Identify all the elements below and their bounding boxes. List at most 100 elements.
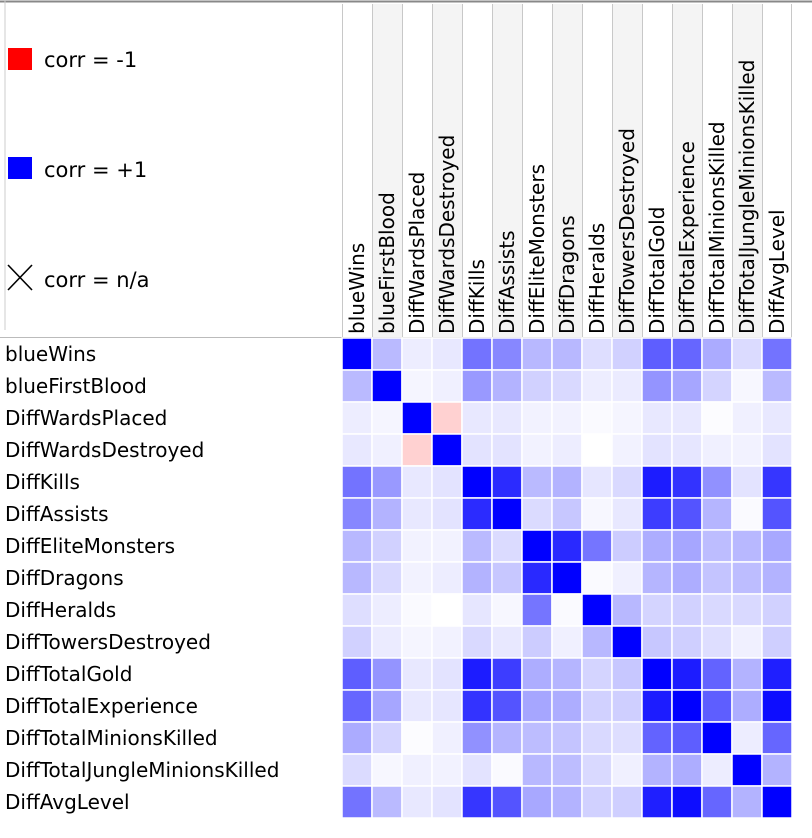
heatmap-cell-diff-total-minions-killed-x-diff-assists[interactable]: DiffTotalMinionsKilled / DiffAssists: 0.…: [491, 721, 523, 755]
heatmap-cell-blue-wins-x-blue-wins[interactable]: blueWins / blueWins: 1: [341, 337, 373, 371]
heatmap-cell-blue-wins-x-blue-first-blood[interactable]: blueWins / blueFirstBlood: 0.27: [371, 337, 403, 371]
heatmap-cell-diff-avg-level-x-blue-wins[interactable]: DiffAvgLevel / blueWins: 0.55: [341, 785, 373, 819]
heatmap-cell-blue-first-blood-x-diff-elite-monsters[interactable]: blueFirstBlood / DiffEliteMonsters: 0.18: [521, 369, 553, 403]
heatmap-cell-diff-wards-placed-x-diff-wards-destroyed[interactable]: DiffWardsPlaced / DiffWardsDestroyed: -0…: [431, 401, 463, 435]
heatmap-cell-diff-wards-placed-x-diff-total-gold[interactable]: DiffWardsPlaced / DiffTotalGold: 0.09: [641, 401, 673, 435]
heatmap-cell-blue-wins-x-diff-dragons[interactable]: blueWins / DiffDragons: 0.28: [551, 337, 583, 371]
heatmap-cell-diff-wards-destroyed-x-diff-heralds[interactable]: DiffWardsDestroyed / DiffHeralds: 0: [581, 433, 613, 467]
heatmap-cell-diff-kills-x-diff-total-experience[interactable]: DiffKills / DiffTotalExperience: 0.8: [671, 465, 703, 499]
heatmap-cell-diff-wards-destroyed-x-diff-total-gold[interactable]: DiffWardsDestroyed / DiffTotalGold: 0.11: [641, 433, 673, 467]
heatmap-cell-diff-kills-x-diff-total-minions-killed[interactable]: DiffKills / DiffTotalMinionsKilled: 0.43: [701, 465, 733, 499]
heatmap-cell-blue-wins-x-diff-kills[interactable]: blueWins / DiffKills: 0.55: [461, 337, 493, 371]
heatmap-cell-diff-elite-monsters-x-diff-avg-level[interactable]: DiffEliteMonsters / DiffAvgLevel: 0.34: [761, 529, 793, 563]
heatmap-cell-blue-first-blood-x-diff-total-gold[interactable]: blueFirstBlood / DiffTotalGold: 0.42: [641, 369, 673, 403]
heatmap-cell-diff-assists-x-diff-total-minions-killed[interactable]: DiffAssists / DiffTotalMinionsKilled: 0.…: [701, 497, 733, 531]
heatmap-cell-diff-wards-placed-x-diff-total-minions-killed[interactable]: DiffWardsPlaced / DiffTotalMinionsKilled…: [701, 401, 733, 435]
heatmap-cell-diff-assists-x-diff-towers-destroyed[interactable]: DiffAssists / DiffTowersDestroyed: 0.09: [611, 497, 643, 531]
heatmap-cell-diff-wards-destroyed-x-diff-elite-monsters[interactable]: DiffWardsDestroyed / DiffEliteMonsters: …: [521, 433, 553, 467]
heatmap-cell-diff-heralds-x-diff-total-experience[interactable]: DiffHeralds / DiffTotalExperience: 0.18: [671, 593, 703, 627]
heatmap-cell-diff-towers-destroyed-x-diff-elite-monsters[interactable]: DiffTowersDestroyed / DiffEliteMonsters:…: [521, 625, 553, 659]
heatmap-cell-diff-total-experience-x-diff-dragons[interactable]: DiffTotalExperience / DiffDragons: 0.32: [551, 689, 583, 723]
heatmap-cell-diff-assists-x-diff-avg-level[interactable]: DiffAssists / DiffAvgLevel: 0.67: [761, 497, 793, 531]
heatmap-cell-diff-wards-destroyed-x-diff-wards-placed[interactable]: DiffWardsDestroyed / DiffWardsPlaced: -0…: [401, 433, 433, 467]
heatmap-cell-diff-assists-x-blue-wins[interactable]: DiffAssists / blueWins: 0.47: [341, 497, 373, 531]
heatmap-cell-diff-heralds-x-diff-dragons[interactable]: DiffHeralds / DiffDragons: 0.02: [551, 593, 583, 627]
heatmap-cell-diff-assists-x-diff-total-experience[interactable]: DiffAssists / DiffTotalExperience: 0.67: [671, 497, 703, 531]
heatmap-cell-diff-total-jungle-minions-killed-x-diff-dragons[interactable]: DiffTotalJungleMinionsKilled / DiffDrago…: [551, 753, 583, 787]
heatmap-cell-diff-towers-destroyed-x-diff-total-gold[interactable]: DiffTowersDestroyed / DiffTotalGold: 0.2…: [641, 625, 673, 659]
heatmap-cell-diff-elite-monsters-x-blue-first-blood[interactable]: DiffEliteMonsters / blueFirstBlood: 0.18: [371, 529, 403, 563]
heatmap-cell-diff-kills-x-blue-wins[interactable]: DiffKills / blueWins: 0.55: [341, 465, 373, 499]
heatmap-cell-diff-total-minions-killed-x-diff-total-gold[interactable]: DiffTotalMinionsKilled / DiffTotalGold: …: [641, 721, 673, 755]
heatmap-cell-diff-dragons-x-diff-avg-level[interactable]: DiffDragons / DiffAvgLevel: 0.3: [761, 561, 793, 595]
heatmap-cell-diff-total-minions-killed-x-diff-towers-destroyed[interactable]: DiffTotalMinionsKilled / DiffTowersDestr…: [611, 721, 643, 755]
heatmap-cell-blue-first-blood-x-diff-towers-destroyed[interactable]: blueFirstBlood / DiffTowersDestroyed: 0.…: [611, 369, 643, 403]
heatmap-cell-blue-first-blood-x-diff-kills[interactable]: blueFirstBlood / DiffKills: 0.4: [461, 369, 493, 403]
heatmap-cell-diff-total-experience-x-diff-wards-destroyed[interactable]: DiffTotalExperience / DiffWardsDestroyed…: [431, 689, 463, 723]
heatmap-cell-blue-wins-x-diff-heralds[interactable]: blueWins / DiffHeralds: 0.13: [581, 337, 613, 371]
heatmap-cell-diff-total-gold-x-diff-total-jungle-minions-killed[interactable]: DiffTotalGold / DiffTotalJungleMinionsKi…: [731, 657, 763, 691]
heatmap-cell-diff-kills-x-diff-dragons[interactable]: DiffKills / DiffDragons: 0.3: [551, 465, 583, 499]
heatmap-cell-diff-elite-monsters-x-diff-heralds[interactable]: DiffEliteMonsters / DiffHeralds: 0.54: [581, 529, 613, 563]
heatmap-cell-diff-assists-x-diff-total-jungle-minions-killed[interactable]: DiffAssists / DiffTotalJungleMinionsKill…: [731, 497, 763, 531]
heatmap-cell-diff-towers-destroyed-x-diff-total-minions-killed[interactable]: DiffTowersDestroyed / DiffTotalMinionsKi…: [701, 625, 733, 659]
heatmap-cell-diff-wards-destroyed-x-diff-wards-destroyed[interactable]: DiffWardsDestroyed / DiffWardsDestroyed:…: [431, 433, 463, 467]
heatmap-cell-diff-assists-x-diff-kills[interactable]: DiffAssists / DiffKills: 0.83: [461, 497, 493, 531]
heatmap-cell-diff-avg-level-x-diff-kills[interactable]: DiffAvgLevel / DiffKills: 0.79: [461, 785, 493, 819]
heatmap-cell-diff-avg-level-x-diff-total-minions-killed[interactable]: DiffAvgLevel / DiffTotalMinionsKilled: 0…: [701, 785, 733, 819]
heatmap-cell-diff-wards-placed-x-diff-kills[interactable]: DiffWardsPlaced / DiffKills: 0.09: [461, 401, 493, 435]
heatmap-cell-diff-dragons-x-diff-towers-destroyed[interactable]: DiffDragons / DiffTowersDestroyed: 0.06: [611, 561, 643, 595]
heatmap-cell-diff-kills-x-diff-kills[interactable]: DiffKills / DiffKills: 1: [461, 465, 493, 499]
heatmap-cell-diff-total-jungle-minions-killed-x-diff-wards-placed[interactable]: DiffTotalJungleMinionsKilled / DiffWards…: [401, 753, 433, 787]
heatmap-cell-diff-total-jungle-minions-killed-x-diff-total-experience[interactable]: DiffTotalJungleMinionsKilled / DiffTotal…: [671, 753, 703, 787]
heatmap-cell-diff-total-experience-x-diff-elite-monsters[interactable]: DiffTotalExperience / DiffEliteMonsters:…: [521, 689, 553, 723]
heatmap-cell-diff-total-minions-killed-x-blue-first-blood[interactable]: DiffTotalMinionsKilled / blueFirstBlood:…: [371, 721, 403, 755]
heatmap-cell-diff-dragons-x-diff-total-jungle-minions-killed[interactable]: DiffDragons / DiffTotalJungleMinionsKill…: [731, 561, 763, 595]
heatmap-cell-diff-wards-destroyed-x-diff-assists[interactable]: DiffWardsDestroyed / DiffAssists: 0.11: [491, 433, 523, 467]
heatmap-cell-diff-towers-destroyed-x-diff-kills[interactable]: DiffTowersDestroyed / DiffKills: 0.15: [461, 625, 493, 659]
heatmap-cell-diff-total-experience-x-diff-wards-placed[interactable]: DiffTotalExperience / DiffWardsPlaced: 0…: [401, 689, 433, 723]
heatmap-cell-diff-total-experience-x-blue-wins[interactable]: DiffTotalExperience / blueWins: 0.6: [341, 689, 373, 723]
heatmap-cell-diff-total-gold-x-diff-dragons[interactable]: DiffTotalGold / DiffDragons: 0.29: [551, 657, 583, 691]
heatmap-cell-diff-total-minions-killed-x-diff-wards-destroyed[interactable]: DiffTotalMinionsKilled / DiffWardsDestro…: [431, 721, 463, 755]
heatmap-cell-blue-wins-x-diff-towers-destroyed[interactable]: blueWins / DiffTowersDestroyed: 0.18: [611, 337, 643, 371]
heatmap-cell-diff-wards-destroyed-x-blue-wins[interactable]: DiffWardsDestroyed / blueWins: 0.09: [341, 433, 373, 467]
heatmap-cell-diff-dragons-x-diff-wards-destroyed[interactable]: DiffDragons / DiffWardsDestroyed: 0.07: [431, 561, 463, 595]
heatmap-cell-diff-elite-monsters-x-diff-total-experience[interactable]: DiffEliteMonsters / DiffTotalExperience:…: [671, 529, 703, 563]
heatmap-cell-diff-total-gold-x-diff-wards-placed[interactable]: DiffTotalGold / DiffWardsPlaced: 0.09: [401, 657, 433, 691]
heatmap-cell-blue-first-blood-x-blue-wins[interactable]: blueFirstBlood / blueWins: 0.27: [341, 369, 373, 403]
heatmap-cell-diff-assists-x-diff-wards-destroyed[interactable]: DiffAssists / DiffWardsDestroyed: 0.11: [431, 497, 463, 531]
heatmap-cell-diff-wards-destroyed-x-blue-first-blood[interactable]: DiffWardsDestroyed / blueFirstBlood: 0.0…: [371, 433, 403, 467]
heatmap-cell-diff-wards-placed-x-diff-elite-monsters[interactable]: DiffWardsPlaced / DiffEliteMonsters: 0.0…: [521, 401, 553, 435]
heatmap-cell-diff-elite-monsters-x-diff-elite-monsters[interactable]: DiffEliteMonsters / DiffEliteMonsters: 1: [521, 529, 553, 563]
heatmap-cell-diff-total-minions-killed-x-diff-wards-placed[interactable]: DiffTotalMinionsKilled / DiffWardsPlaced…: [401, 721, 433, 755]
heatmap-cell-diff-total-experience-x-diff-total-gold[interactable]: DiffTotalExperience / DiffTotalGold: 0.8…: [641, 689, 673, 723]
heatmap-cell-diff-kills-x-diff-elite-monsters[interactable]: DiffKills / DiffEliteMonsters: 0.27: [521, 465, 553, 499]
heatmap-cell-blue-wins-x-diff-wards-destroyed[interactable]: blueWins / DiffWardsDestroyed: 0.09: [431, 337, 463, 371]
heatmap-cell-diff-wards-placed-x-diff-total-jungle-minions-killed[interactable]: DiffWardsPlaced / DiffTotalJungleMinions…: [731, 401, 763, 435]
heatmap-cell-diff-total-jungle-minions-killed-x-diff-total-minions-killed[interactable]: DiffTotalJungleMinionsKilled / DiffTotal…: [701, 753, 733, 787]
heatmap-cell-diff-dragons-x-diff-total-minions-killed[interactable]: DiffDragons / DiffTotalMinionsKilled: 0.…: [701, 561, 733, 595]
heatmap-cell-diff-total-jungle-minions-killed-x-blue-wins[interactable]: DiffTotalJungleMinionsKilled / blueWins:…: [341, 753, 373, 787]
heatmap-cell-diff-kills-x-diff-total-jungle-minions-killed[interactable]: DiffKills / DiffTotalJungleMinionsKilled…: [731, 465, 763, 499]
heatmap-cell-blue-wins-x-diff-assists[interactable]: blueWins / DiffAssists: 0.47: [491, 337, 523, 371]
heatmap-cell-blue-first-blood-x-diff-total-experience[interactable]: blueFirstBlood / DiffTotalExperience: 0.…: [671, 369, 703, 403]
heatmap-cell-diff-total-experience-x-diff-total-jungle-minions-killed[interactable]: DiffTotalExperience / DiffTotalJungleMin…: [731, 689, 763, 723]
heatmap-cell-diff-wards-destroyed-x-diff-towers-destroyed[interactable]: DiffWardsDestroyed / DiffTowersDestroyed…: [611, 433, 643, 467]
heatmap-cell-diff-total-experience-x-blue-first-blood[interactable]: DiffTotalExperience / blueFirstBlood: 0.…: [371, 689, 403, 723]
heatmap-cell-diff-total-experience-x-diff-total-minions-killed[interactable]: DiffTotalExperience / DiffTotalMinionsKi…: [701, 689, 733, 723]
heatmap-cell-diff-kills-x-diff-heralds[interactable]: DiffKills / DiffHeralds: 0.1: [581, 465, 613, 499]
heatmap-cell-diff-towers-destroyed-x-diff-avg-level[interactable]: DiffTowersDestroyed / DiffAvgLevel: 0.19: [761, 625, 793, 659]
heatmap-cell-blue-first-blood-x-diff-dragons[interactable]: blueFirstBlood / DiffDragons: 0.15: [551, 369, 583, 403]
heatmap-cell-blue-wins-x-diff-total-jungle-minions-killed[interactable]: blueWins / DiffTotalJungleMinionsKilled:…: [731, 337, 763, 371]
heatmap-cell-blue-first-blood-x-diff-assists[interactable]: blueFirstBlood / DiffAssists: 0.3: [491, 369, 523, 403]
heatmap-cell-diff-heralds-x-blue-wins[interactable]: DiffHeralds / blueWins: 0.13: [341, 593, 373, 627]
heatmap-cell-diff-wards-placed-x-diff-towers-destroyed[interactable]: DiffWardsPlaced / DiffTowersDestroyed: 0…: [611, 401, 643, 435]
heatmap-cell-blue-first-blood-x-diff-avg-level[interactable]: blueFirstBlood / DiffAvgLevel: 0.27: [761, 369, 793, 403]
heatmap-cell-diff-heralds-x-diff-wards-placed[interactable]: DiffHeralds / DiffWardsPlaced: 0.02: [401, 593, 433, 627]
heatmap-cell-diff-elite-monsters-x-diff-total-gold[interactable]: DiffEliteMonsters / DiffTotalGold: 0.32: [641, 529, 673, 563]
heatmap-cell-diff-heralds-x-diff-total-gold[interactable]: DiffHeralds / DiffTotalGold: 0.17: [641, 593, 673, 627]
heatmap-cell-diff-wards-placed-x-diff-avg-level[interactable]: DiffWardsPlaced / DiffAvgLevel: 0.09: [761, 401, 793, 435]
heatmap-cell-blue-first-blood-x-diff-wards-placed[interactable]: blueFirstBlood / DiffWardsPlaced: 0.04: [401, 369, 433, 403]
heatmap-cell-diff-heralds-x-diff-wards-destroyed[interactable]: DiffHeralds / DiffWardsDestroyed: 0: [431, 593, 463, 627]
